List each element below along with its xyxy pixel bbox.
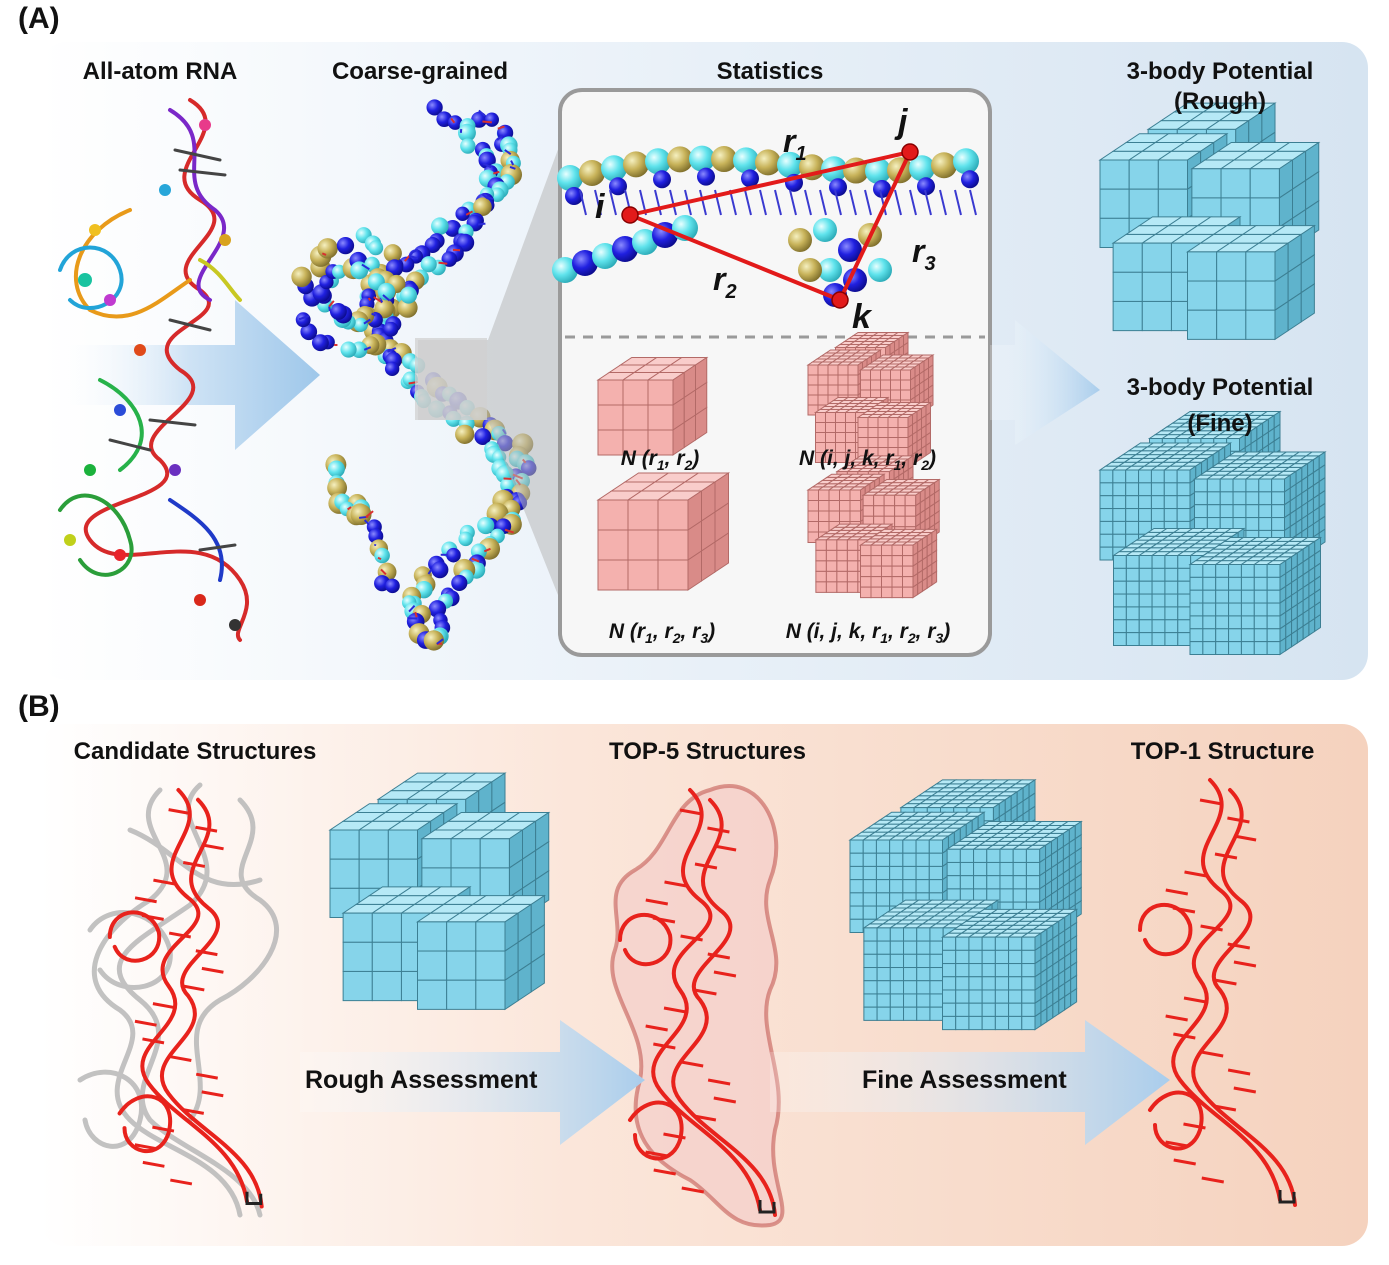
node-j: [901, 143, 919, 161]
coarse-grained-illustration: [291, 99, 537, 651]
title-fine-potential-line1: 3-body Potential: [1126, 374, 1314, 401]
pink-cube-r1-r2-r3: [596, 472, 731, 591]
label-r3: r3: [912, 233, 936, 275]
label-rough-assessment: Rough Assessment: [305, 1066, 538, 1094]
arrow-statistics-to-potential: [990, 320, 1100, 445]
zoom-source-box: [415, 338, 487, 420]
panel-a-label: (A): [18, 2, 60, 35]
title-all-atom-rna: All-atom RNA: [82, 58, 238, 85]
title-statistics: Statistics: [716, 58, 824, 85]
zoom-connector: [418, 95, 578, 645]
formula-n-r1-r2: N (r1, r2): [620, 447, 700, 474]
arrow-rough-assessment: [300, 1020, 645, 1145]
node-k: [831, 291, 849, 309]
title-rough-potential-line1: 3-body Potential: [1126, 58, 1314, 85]
fine-potential-cube: [1098, 410, 1327, 656]
label-r2: r2: [713, 261, 737, 303]
title-top1-structure: TOP-1 Structure: [1130, 738, 1315, 765]
top1-red-structure: [1138, 778, 1297, 1207]
zoomed-chain-illustration: [552, 145, 979, 307]
panel-b-label: (B): [18, 690, 60, 723]
formula-n-ijk-r1-r2: N (i, j, k, r1, r2): [799, 447, 936, 474]
fine-potential-cube-b: [848, 778, 1083, 1031]
rough-potential-cube: [1098, 102, 1321, 341]
pink-cube-ijk-r1-r2: [806, 331, 935, 469]
three-body-triangle: [621, 143, 919, 309]
title-candidate-structures: Candidate Structures: [73, 738, 317, 765]
formula-n-r1-r2-r3: N (r1, r2, r3): [608, 620, 716, 647]
node-i: [621, 206, 639, 224]
pink-cube-r1-r2: [596, 356, 709, 456]
pink-cube-ijk-r1-r2-r3: [806, 454, 941, 599]
title-top5-structures: TOP-5 Structures: [609, 738, 806, 765]
top5-surface-glow: [610, 784, 785, 1228]
label-i: i: [595, 188, 606, 226]
label-k: k: [852, 298, 873, 336]
label-r1: r1: [783, 123, 807, 165]
label-fine-assessment: Fine Assessment: [862, 1066, 1067, 1094]
top5-red-structure: [618, 788, 777, 1217]
candidate-red-structure: [107, 788, 264, 1209]
rough-potential-cube-b: [328, 772, 551, 1011]
title-fine-potential-line2: (Fine): [1187, 410, 1253, 437]
label-j: j: [894, 103, 909, 141]
all-atom-rna-illustration: [58, 98, 249, 642]
formula-n-ijk-r1-r2-r3: N (i, j, k, r1, r2, r3): [785, 620, 951, 647]
arrow-fine-assessment: [770, 1020, 1170, 1145]
title-coarse-grained: Coarse-grained: [331, 58, 509, 85]
title-rough-potential-line2: (Rough): [1174, 88, 1266, 115]
